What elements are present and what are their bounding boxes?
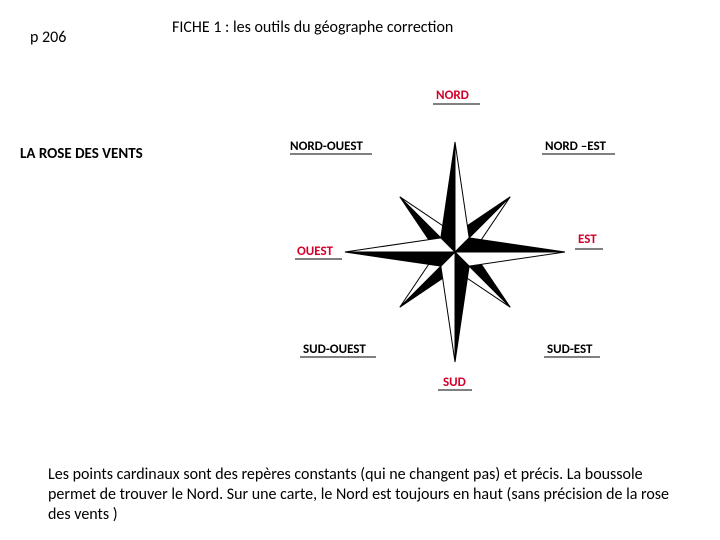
compass-rose: NORD EST SUD OUEST NORD –EST SUD-EST SUD… — [290, 92, 620, 407]
page-title: FICHE 1 : les outils du géographe correc… — [172, 18, 453, 37]
section-heading: LA ROSE DES VENTS — [20, 145, 143, 163]
page: p 206 FICHE 1 : les outils du géographe … — [0, 0, 720, 540]
page-ref: p 206 — [30, 28, 66, 47]
compass-label-sud: SUD — [443, 375, 466, 390]
footer-text: Les points cardinaux sont des repères co… — [48, 465, 672, 525]
compass-label-nord-ouest: NORD-OUEST — [290, 139, 363, 154]
compass-label-sud-ouest: SUD-OUEST — [303, 342, 366, 357]
compass-label-sud-est: SUD-EST — [547, 342, 592, 357]
compass-label-est: EST — [578, 232, 597, 247]
compass-label-nord: NORD — [436, 88, 469, 103]
compass-label-ouest: OUEST — [297, 244, 333, 259]
compass-label-nord-est: NORD –EST — [545, 139, 606, 154]
